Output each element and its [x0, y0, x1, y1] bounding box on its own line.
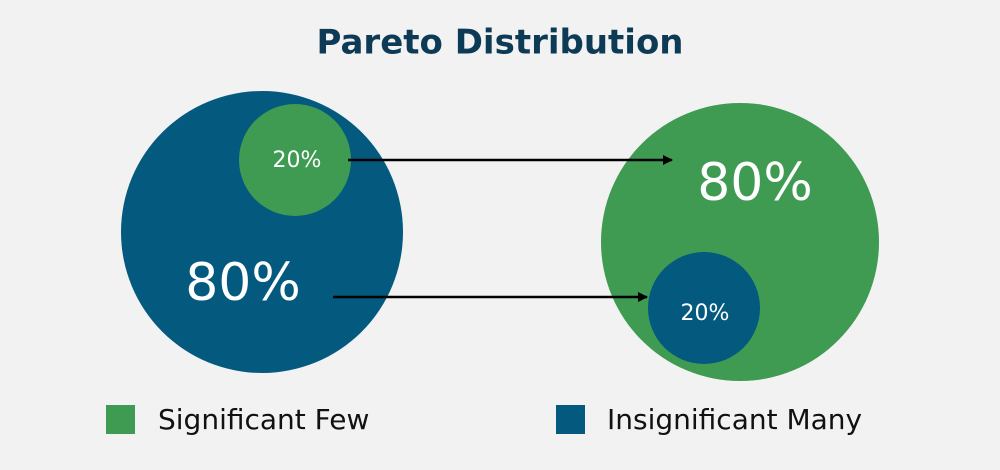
- title: Pareto Distribution: [316, 23, 683, 63]
- right-inner-label: 20%: [681, 301, 730, 326]
- left-outer-label: 80%: [185, 253, 301, 313]
- legend-label: Insignificant Many: [607, 403, 862, 436]
- legend-swatch: [556, 405, 585, 434]
- right-outer-label: 80%: [697, 153, 813, 213]
- legend-swatch: [106, 405, 135, 434]
- left-inner-circle: [239, 104, 351, 216]
- left-inner-label: 20%: [273, 148, 322, 173]
- legend-label: Significant Few: [158, 403, 369, 436]
- right-inner-circle: [648, 252, 760, 364]
